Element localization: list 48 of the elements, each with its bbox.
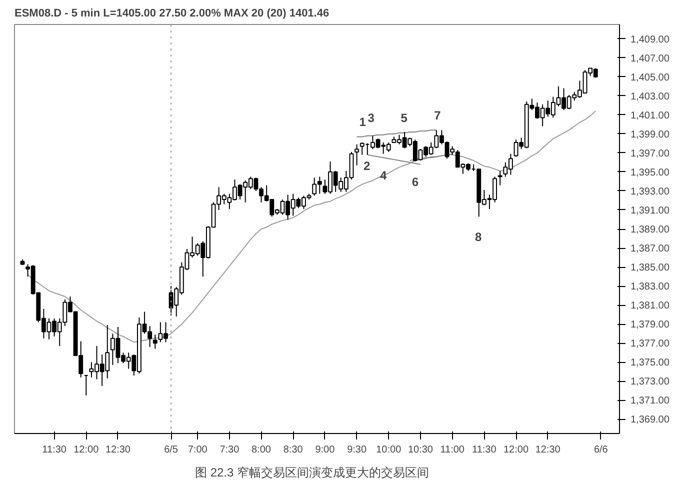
- y-tick-label: 1,375.00: [630, 358, 670, 369]
- x-tick-label: 12:30: [105, 444, 131, 456]
- chart-title: ESM08.D - 5 min L=1405.00 27.50 2.00% MAX 20 (20) 1401.46: [14, 8, 330, 20]
- y-tick-label: 1,387.00: [630, 244, 670, 255]
- x-tick-label: 12:00: [74, 444, 100, 456]
- x-tick-label: 12:00: [504, 444, 529, 456]
- annotation: 1: [359, 115, 366, 130]
- y-tick-label: 1,379.00: [630, 320, 670, 331]
- caption: 图 22.3 窄幅交易区间演变成更大的交易区间: [194, 466, 430, 480]
- x-tick-label: 8:30: [283, 444, 304, 456]
- y-tick-label: 1,373.00: [630, 376, 670, 388]
- x-tick-label: 7:00: [188, 444, 208, 456]
- annotation: 5: [400, 111, 408, 126]
- y-tick-label: 1,403.00: [630, 91, 670, 102]
- x-tick-label: 6/6: [594, 444, 608, 456]
- y-tick-label: 1,395.00: [630, 167, 670, 178]
- annotation: 6: [412, 174, 419, 189]
- y-tick-label: 1,369.00: [630, 414, 670, 426]
- y-tick-label: 1,409.00: [630, 34, 670, 46]
- x-tick-label: 10:30: [408, 444, 434, 456]
- annotation: 2: [364, 158, 371, 173]
- x-tick-label: 9:00: [315, 444, 336, 456]
- y-tick-label: 1,381.00: [630, 300, 670, 312]
- x-tick-label: 7:30: [220, 444, 240, 456]
- y-tick-label: 1,371.00: [630, 396, 670, 407]
- x-tick-label: 6/5: [164, 444, 178, 456]
- y-tick-label: 1,383.00: [630, 282, 670, 293]
- x-tick-label: 8:00: [252, 444, 272, 456]
- x-tick-label: 9:30: [347, 444, 367, 456]
- y-tick-label: 1,405.00: [630, 72, 670, 84]
- annotation: 3: [368, 111, 375, 126]
- y-tick-label: 1,399.00: [630, 129, 670, 140]
- x-tick-label: 11:30: [472, 444, 497, 456]
- annotation: 7: [434, 108, 442, 122]
- y-tick-label: 1,393.00: [630, 186, 670, 198]
- y-tick-label: 1,397.00: [630, 148, 670, 160]
- y-tick-label: 1,391.00: [630, 205, 670, 216]
- x-tick-label: 11:30: [42, 444, 67, 456]
- annotation: 4: [380, 168, 387, 182]
- x-tick-label: 10:00: [376, 444, 402, 456]
- y-tick-label: 1,389.00: [630, 224, 670, 236]
- x-tick-label: 11:00: [440, 444, 465, 456]
- annotation: 8: [474, 230, 482, 244]
- y-tick-label: 1,401.00: [630, 110, 670, 122]
- x-tick-label: 12:30: [535, 444, 561, 456]
- y-tick-label: 1,385.00: [630, 262, 670, 274]
- y-tick-label: 1,377.00: [630, 338, 670, 350]
- y-tick-label: 1,407.00: [630, 53, 670, 64]
